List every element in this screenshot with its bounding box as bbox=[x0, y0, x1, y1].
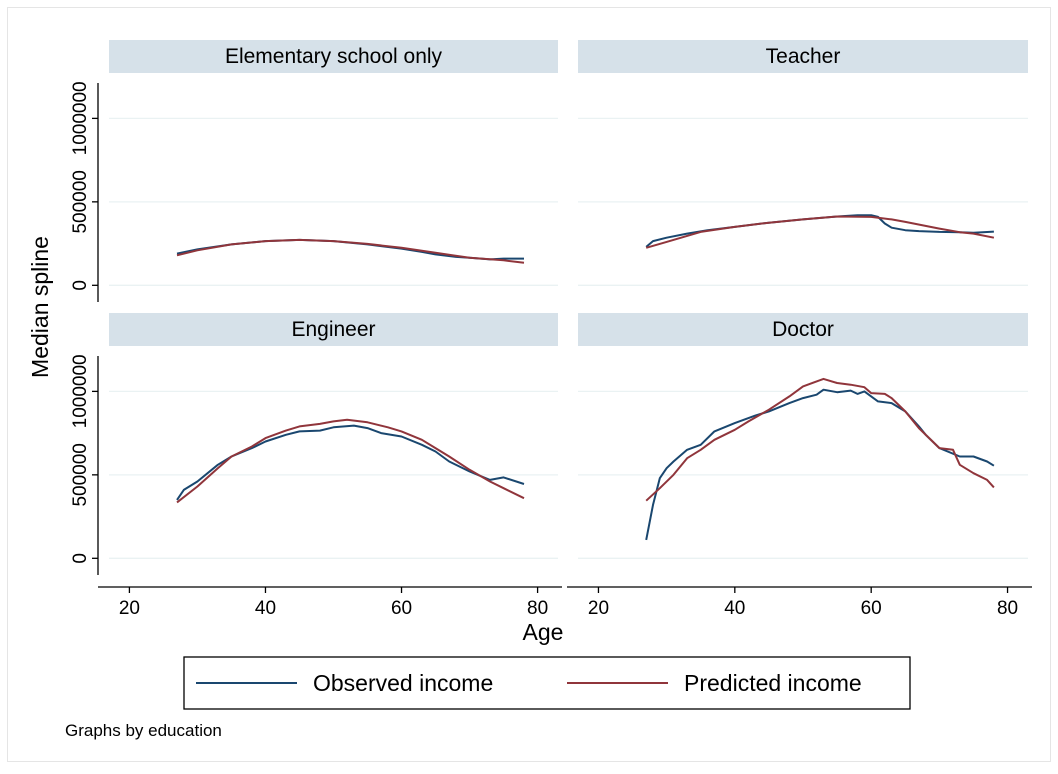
panel-title-0: Elementary school only bbox=[225, 45, 443, 68]
legend-label-predicted: Predicted income bbox=[684, 670, 862, 696]
x-tick-label: 60 bbox=[861, 598, 882, 619]
panel-header-1 bbox=[578, 40, 1028, 73]
panel-title-2: Engineer bbox=[291, 318, 375, 341]
panel-title-1: Teacher bbox=[766, 45, 841, 68]
panel-header-0 bbox=[109, 40, 558, 73]
panel-header-3 bbox=[578, 313, 1028, 346]
x-tick-label: 80 bbox=[997, 598, 1018, 619]
x-tick-label: 40 bbox=[255, 598, 276, 619]
panel-header-2 bbox=[109, 313, 558, 346]
legend-label-observed: Observed income bbox=[313, 670, 493, 696]
graph-note: Graphs by education bbox=[65, 721, 222, 740]
legend-box bbox=[183, 656, 911, 710]
series-line-predicted bbox=[176, 418, 525, 504]
series-line-observed bbox=[645, 214, 994, 248]
series-line-predicted bbox=[176, 238, 525, 264]
x-tick-label: 80 bbox=[527, 598, 548, 619]
y-tick-label: 1000000 bbox=[70, 354, 91, 428]
outer-frame bbox=[7, 7, 1051, 762]
x-tick-label: 20 bbox=[588, 598, 609, 619]
y-tick-label: 500000 bbox=[70, 443, 91, 506]
series-line-observed bbox=[176, 424, 525, 501]
y-axis-title: Median spline bbox=[27, 236, 53, 378]
y-tick-label: 1000000 bbox=[70, 81, 91, 155]
x-tick-label: 40 bbox=[724, 598, 745, 619]
series-line-predicted bbox=[645, 377, 995, 502]
series-line-predicted bbox=[645, 215, 995, 249]
x-tick-label: 20 bbox=[119, 598, 140, 619]
y-tick-label: 500000 bbox=[70, 170, 91, 233]
y-tick-label: 0 bbox=[70, 553, 91, 564]
x-axis-title: Age bbox=[523, 619, 564, 645]
panel-title-3: Doctor bbox=[772, 318, 834, 341]
y-tick-label: 0 bbox=[70, 280, 91, 291]
x-tick-label: 60 bbox=[391, 598, 412, 619]
